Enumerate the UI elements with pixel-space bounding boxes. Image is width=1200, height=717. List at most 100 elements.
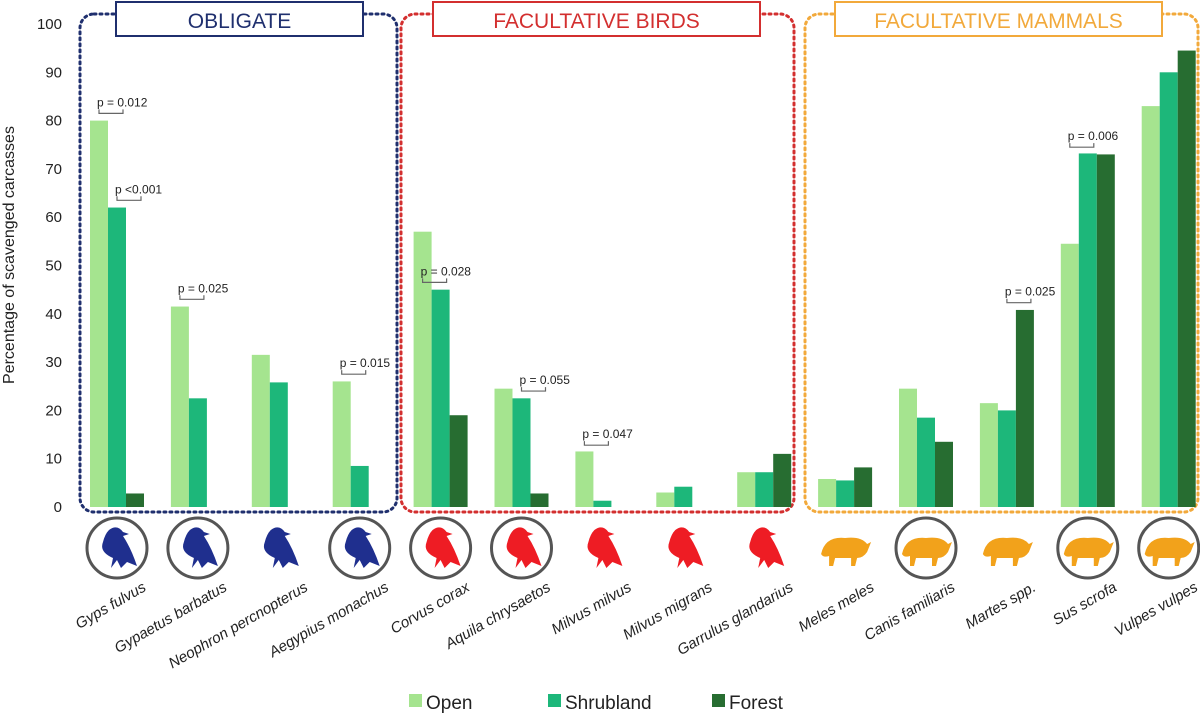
p-value-label: p = 0.055 xyxy=(520,373,571,387)
group-title: OBLIGATE xyxy=(188,10,291,33)
y-axis: 0 10 20 30 40 50 60 70 80 90 100 xyxy=(37,16,62,516)
p-value-label: p = 0.025 xyxy=(178,281,229,295)
bar-forest xyxy=(1015,309,1034,507)
category-label: Sus scrofa xyxy=(1050,579,1120,629)
dog-icon xyxy=(894,516,958,580)
bird-silhouette xyxy=(587,527,623,568)
bar-open xyxy=(818,478,837,507)
bar-open xyxy=(494,388,513,507)
bar-open xyxy=(979,403,998,507)
y-tick-label: 40 xyxy=(45,306,62,323)
significance-bracket xyxy=(116,196,142,201)
y-tick-label: 0 xyxy=(54,499,62,516)
legend-label: Forest xyxy=(729,693,784,714)
legend-label: Shrubland xyxy=(565,693,652,714)
bar-open xyxy=(332,381,351,507)
significance-bracket xyxy=(341,370,367,375)
category-label: Vulpes vulpes xyxy=(1112,578,1200,640)
bar-open xyxy=(1141,106,1160,508)
legend: Open Shrubland Forest xyxy=(409,693,784,714)
bar-forest xyxy=(854,467,873,507)
bar-shrubland xyxy=(1159,72,1178,508)
bar-shrubland xyxy=(1078,153,1097,507)
badger-icon xyxy=(821,537,872,566)
bar-shrubland xyxy=(917,417,935,507)
mammal-silhouette xyxy=(902,537,952,566)
bar-shrubland xyxy=(431,289,450,507)
bar-shrubland xyxy=(108,207,126,508)
bird-silhouette xyxy=(425,527,461,568)
mammal-silhouette xyxy=(1063,537,1114,566)
marten-icon xyxy=(982,537,1033,566)
wild-boar-icon xyxy=(1056,516,1120,580)
significance-bracket xyxy=(1069,143,1095,148)
significance-annotations: p = 0.012 p <0.001 p = 0.025 p = 0.015 p = 0… xyxy=(97,95,1119,446)
jay-icon xyxy=(749,527,785,568)
species-icons xyxy=(85,516,1200,580)
mammal-silhouette xyxy=(982,537,1033,566)
bar-open xyxy=(251,354,270,507)
y-tick-label: 100 xyxy=(37,16,62,33)
category-label: Gyps fulvus xyxy=(73,578,150,632)
significance-bracket xyxy=(583,441,609,446)
bar-shrubland xyxy=(188,398,207,507)
p-value-label: p = 0.028 xyxy=(421,264,472,278)
category-label: Canis familiaris xyxy=(861,578,958,644)
group-frames: OBLIGATE FACULTATIVE BIRDS FACULTATIVE MAM… xyxy=(78,1,1200,514)
bird-silhouette xyxy=(263,527,299,568)
bar-shrubland xyxy=(512,398,531,507)
bar-open xyxy=(90,120,108,507)
legend-item: Shrubland xyxy=(548,693,652,714)
significance-bracket xyxy=(1006,298,1032,304)
bar-open xyxy=(413,231,432,507)
bird-silhouette xyxy=(749,527,785,568)
egyptian-vulture-icon xyxy=(263,527,299,568)
p-value-label: p = 0.006 xyxy=(1068,129,1119,143)
bearded-vulture-icon xyxy=(166,516,230,580)
bar-shrubland xyxy=(755,472,774,507)
significance-bracket xyxy=(520,387,547,392)
legend-swatch xyxy=(712,694,725,707)
legend-swatch xyxy=(409,694,422,707)
bar-shrubland xyxy=(997,410,1016,507)
bar-forest xyxy=(126,493,144,507)
y-tick-label: 70 xyxy=(45,161,62,178)
group-title: FACULTATIVE MAMMALS xyxy=(874,10,1123,33)
mammal-silhouette xyxy=(1144,537,1195,566)
y-tick-label: 60 xyxy=(45,209,62,226)
bar-open xyxy=(575,451,594,507)
y-axis-label: Percentage of scavenged carcasses xyxy=(1,126,18,384)
y-tick-label: 30 xyxy=(45,354,62,371)
p-value-label: p = 0.015 xyxy=(340,356,391,370)
y-tick-label: 90 xyxy=(45,64,62,81)
significance-bracket xyxy=(422,278,448,284)
category-label: Martes spp. xyxy=(963,579,1039,633)
group-title: FACULTATIVE BIRDS xyxy=(493,10,700,33)
bar-shrubland xyxy=(674,486,693,507)
y-tick-label: 80 xyxy=(45,113,62,130)
group-title-box xyxy=(115,1,364,37)
bird-silhouette xyxy=(344,527,380,568)
y-tick-label: 10 xyxy=(45,451,62,468)
bar-forest xyxy=(530,493,549,507)
bar-forest xyxy=(449,415,468,507)
y-tick-label: 20 xyxy=(45,402,62,419)
p-value-label: p = 0.047 xyxy=(582,427,633,441)
black-kite-icon xyxy=(668,527,704,568)
bar-open xyxy=(170,306,189,507)
bird-silhouette xyxy=(102,527,137,568)
bar-forest xyxy=(935,441,953,507)
bird-silhouette xyxy=(183,527,218,568)
group-title-box xyxy=(834,1,1163,37)
bar-open xyxy=(899,388,917,507)
category-label: Neophron percnopterus xyxy=(166,578,311,672)
bar-open xyxy=(1060,243,1079,507)
bar-shrubland xyxy=(350,465,369,507)
bar-shrubland xyxy=(269,382,288,507)
griffon-vulture-icon xyxy=(85,516,149,580)
legend-label: Open xyxy=(426,693,472,714)
red-kite-icon xyxy=(587,527,623,568)
p-value-label: p = 0.012 xyxy=(97,95,148,109)
